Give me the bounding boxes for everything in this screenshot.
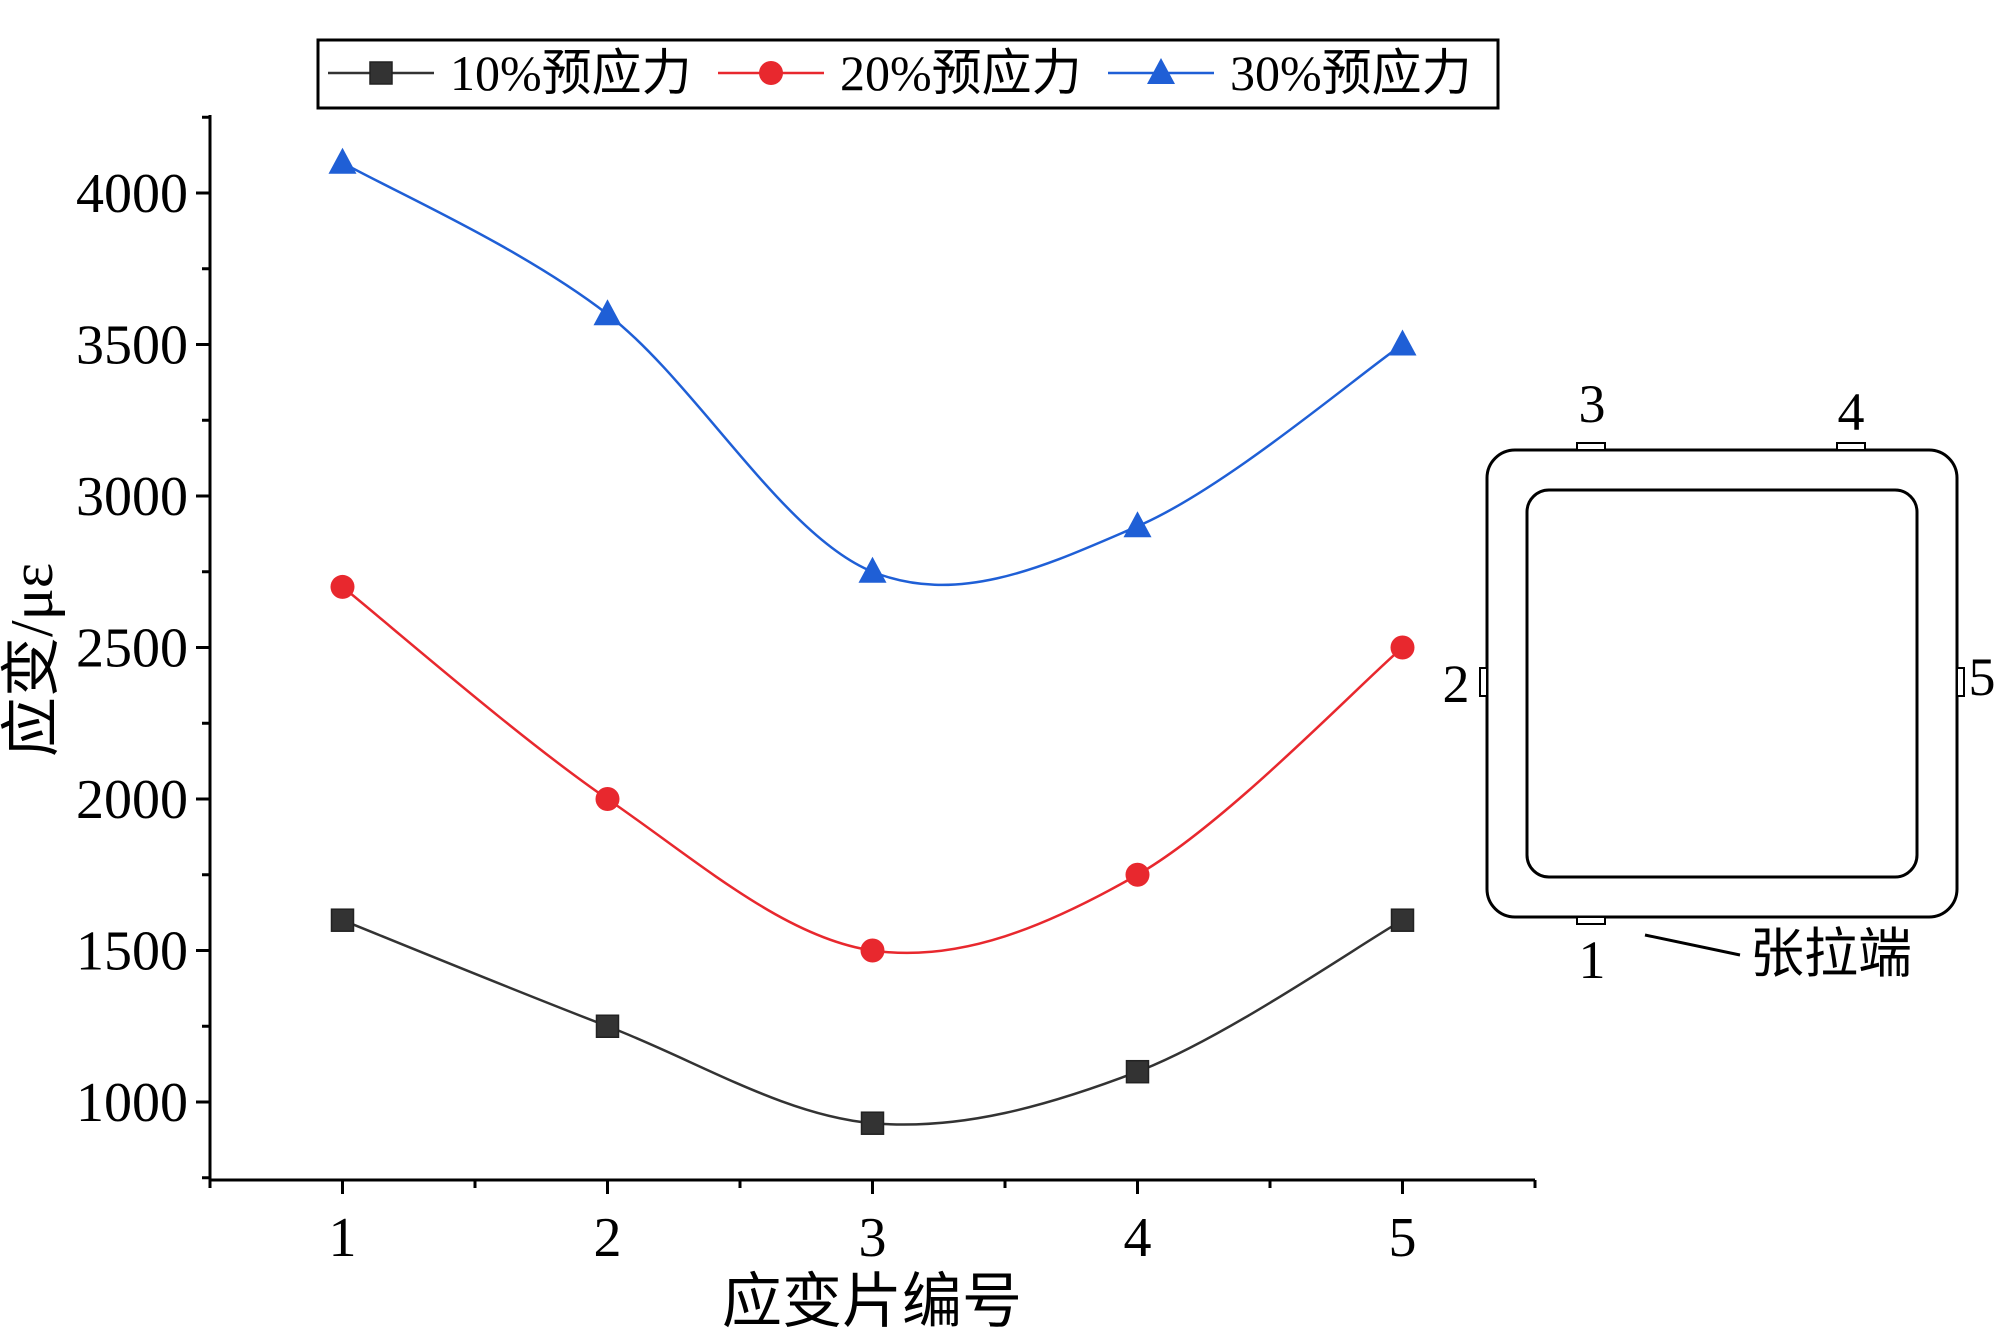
data-point-marker xyxy=(330,574,355,599)
series-line xyxy=(341,161,1404,587)
series-group xyxy=(330,908,1415,1135)
x-tick-label: 3 xyxy=(859,1207,887,1269)
y-tick-label: 4000 xyxy=(76,163,188,225)
data-point-marker xyxy=(595,787,620,811)
data-point-marker xyxy=(1123,511,1152,538)
data-point-marker xyxy=(595,1014,620,1038)
legend-marker xyxy=(1147,58,1175,84)
gauge-marker-2 xyxy=(1479,667,1488,697)
x-tick-label: 2 xyxy=(594,1207,622,1269)
inset-label-5: 5 xyxy=(1969,647,1996,707)
data-point-marker xyxy=(1125,862,1150,887)
gauge-marker-4 xyxy=(1836,442,1866,451)
y-axis-title: 应变/με xyxy=(0,563,65,757)
gauge-marker-1 xyxy=(1576,916,1606,925)
series-line xyxy=(341,585,1404,955)
data-point-marker xyxy=(1390,635,1415,660)
data-point-marker xyxy=(860,1111,885,1135)
legend-marker xyxy=(759,61,783,85)
series-group xyxy=(328,147,1417,587)
series-group xyxy=(330,574,1415,963)
series-layer xyxy=(328,147,1417,1135)
legend-box xyxy=(316,38,1500,110)
legend-label: 20%预应力 xyxy=(840,45,1082,101)
legend-label: 30%预应力 xyxy=(1230,45,1472,101)
data-point-marker xyxy=(1388,329,1417,356)
y-tick-label: 1500 xyxy=(76,921,188,983)
inset-label-3: 3 xyxy=(1579,374,1606,434)
data-point-marker xyxy=(330,908,355,932)
data-point-marker xyxy=(1125,1059,1150,1084)
x-tick-label: 4 xyxy=(1124,1207,1152,1269)
inset-label-4: 4 xyxy=(1838,382,1865,442)
y-tick-label: 2000 xyxy=(76,769,188,831)
data-point-marker xyxy=(858,556,887,583)
data-point-marker xyxy=(1390,908,1415,932)
data-point-marker xyxy=(328,147,357,174)
x-tick-label: 1 xyxy=(329,1207,357,1269)
annotation-leader-line xyxy=(1644,933,1741,957)
gauge-marker-5 xyxy=(1956,667,1965,697)
tension-end-annotation: 张拉端 xyxy=(1750,924,1912,984)
axes: 1000 1500 2000 2500 3000 3500 4000 1 2 3 4 5 xyxy=(76,115,1537,1269)
x-tick-label: 5 xyxy=(1389,1207,1417,1269)
legend-label: 10%预应力 xyxy=(450,45,692,101)
y-tick-label: 3000 xyxy=(76,466,188,528)
gauge-marker-3 xyxy=(1576,442,1606,451)
y-tick-label: 3500 xyxy=(76,315,188,377)
inset-inner-frame xyxy=(1525,488,1919,879)
inset-label-2: 2 xyxy=(1443,654,1470,714)
inset-diagram: 3 4 2 5 1 张拉端 xyxy=(1443,374,1996,990)
legend: 10%预应力 20%预应力 30%预应力 xyxy=(316,38,1500,110)
inset-label-1: 1 xyxy=(1579,930,1606,990)
data-point-marker xyxy=(860,938,885,963)
x-axis-title: 应变片编号 xyxy=(722,1269,1022,1335)
y-tick-label: 1000 xyxy=(76,1072,188,1134)
legend-marker xyxy=(369,61,393,85)
y-tick-label: 2500 xyxy=(76,618,188,680)
data-point-marker xyxy=(593,299,622,326)
